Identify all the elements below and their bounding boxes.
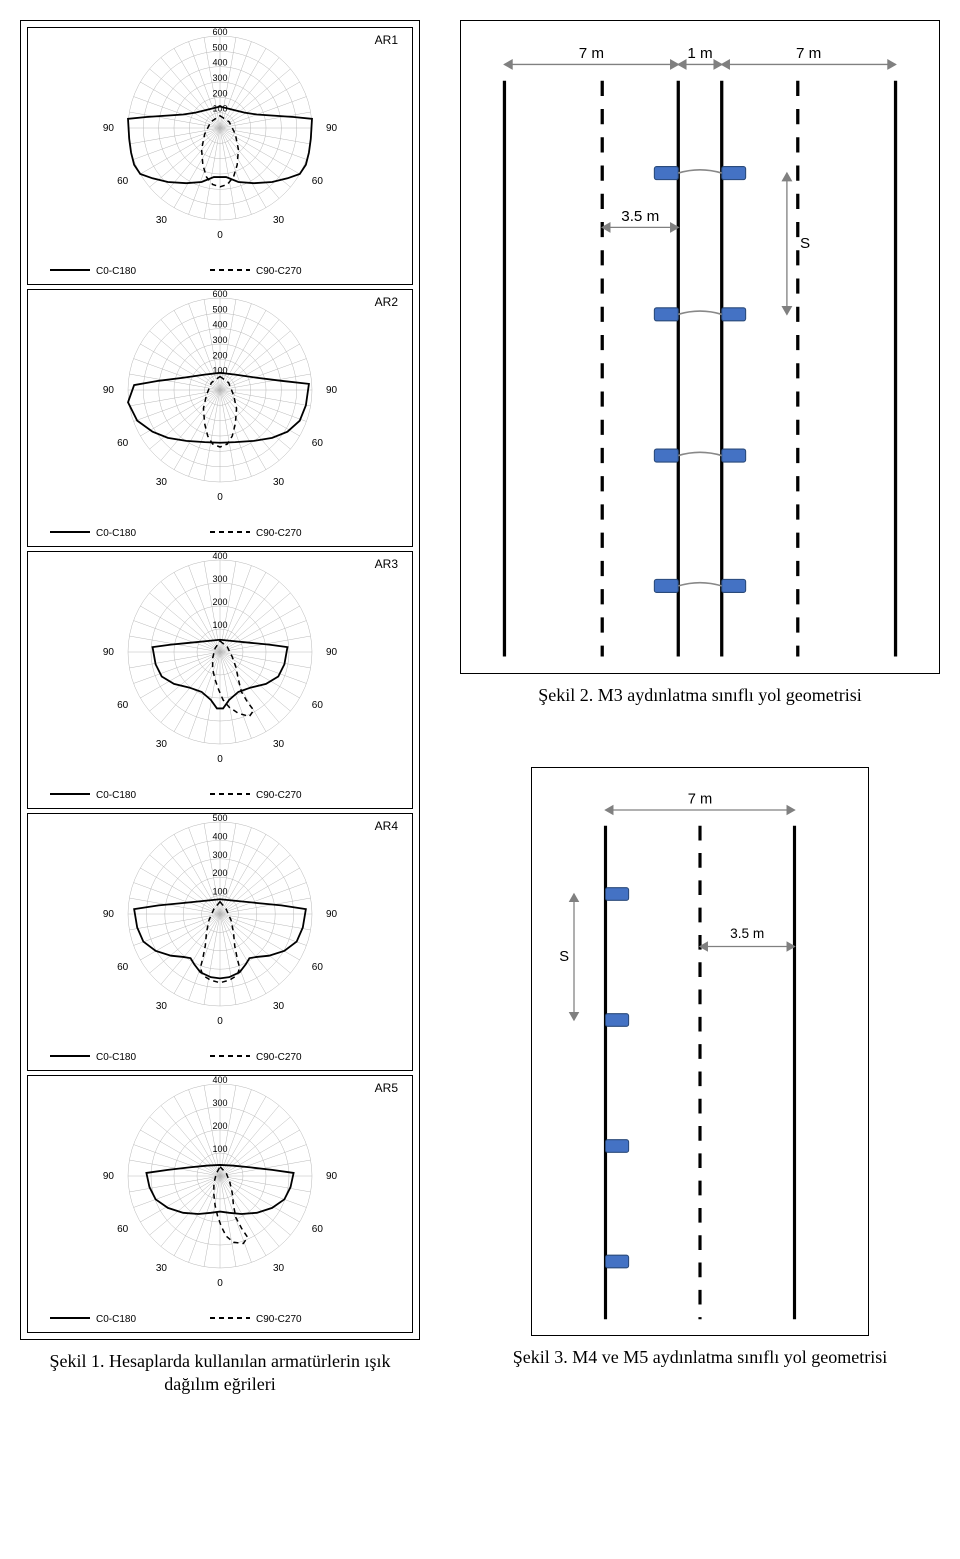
figure2-caption: Şekil 2. M3 aydınlatma sınıflı yol geome… bbox=[480, 684, 920, 707]
svg-text:400: 400 bbox=[212, 1076, 227, 1085]
svg-text:S: S bbox=[559, 949, 569, 965]
svg-text:60: 60 bbox=[312, 962, 324, 973]
figure3-caption: Şekil 3. M4 ve M5 aydınlatma sınıflı yol… bbox=[480, 1346, 920, 1369]
svg-text:90: 90 bbox=[103, 647, 115, 658]
polar-chart-AR2: 1002003004005006009090606030300AR2C0-C18… bbox=[28, 290, 412, 546]
svg-text:30: 30 bbox=[156, 739, 168, 750]
svg-text:AR2: AR2 bbox=[375, 295, 399, 309]
svg-text:0: 0 bbox=[217, 1016, 223, 1027]
svg-text:60: 60 bbox=[117, 438, 129, 449]
svg-text:300: 300 bbox=[212, 850, 227, 860]
svg-text:500: 500 bbox=[212, 814, 227, 823]
svg-text:60: 60 bbox=[117, 1224, 129, 1235]
svg-text:100: 100 bbox=[212, 887, 227, 897]
svg-text:90: 90 bbox=[103, 123, 115, 134]
svg-text:C0-C180: C0-C180 bbox=[96, 266, 136, 277]
svg-text:400: 400 bbox=[212, 58, 227, 68]
svg-text:60: 60 bbox=[312, 176, 324, 187]
svg-text:7 m: 7 m bbox=[688, 792, 712, 808]
polar-chart-AR3: 1002003004009090606030300AR3C0-C180C90-C… bbox=[28, 552, 412, 808]
svg-text:90: 90 bbox=[326, 647, 338, 658]
svg-text:C0-C180: C0-C180 bbox=[96, 528, 136, 539]
svg-text:60: 60 bbox=[312, 700, 324, 711]
svg-text:600: 600 bbox=[212, 28, 227, 37]
svg-text:3.5 m: 3.5 m bbox=[621, 208, 659, 225]
svg-text:300: 300 bbox=[212, 73, 227, 83]
svg-text:AR3: AR3 bbox=[375, 557, 399, 571]
svg-text:100: 100 bbox=[212, 1144, 227, 1154]
svg-text:AR1: AR1 bbox=[375, 33, 399, 47]
svg-text:500: 500 bbox=[212, 42, 227, 52]
svg-text:90: 90 bbox=[326, 123, 338, 134]
svg-text:600: 600 bbox=[212, 290, 227, 299]
svg-text:AR4: AR4 bbox=[375, 819, 399, 833]
figure1-caption: Şekil 1. Hesaplarda kullanılan armatürle… bbox=[20, 1350, 420, 1397]
svg-text:400: 400 bbox=[212, 320, 227, 330]
svg-text:90: 90 bbox=[103, 385, 115, 396]
svg-text:60: 60 bbox=[117, 700, 129, 711]
svg-text:200: 200 bbox=[212, 350, 227, 360]
svg-text:30: 30 bbox=[273, 215, 285, 226]
svg-text:0: 0 bbox=[217, 230, 223, 241]
svg-text:400: 400 bbox=[212, 831, 227, 841]
svg-text:C90-C270: C90-C270 bbox=[256, 266, 302, 277]
svg-text:300: 300 bbox=[212, 335, 227, 345]
figure3-diagram: 7 m 3.5 m S bbox=[531, 767, 869, 1336]
svg-text:90: 90 bbox=[103, 909, 115, 920]
svg-text:7 m: 7 m bbox=[796, 45, 821, 62]
svg-text:30: 30 bbox=[156, 1001, 168, 1012]
svg-text:C90-C270: C90-C270 bbox=[256, 1052, 302, 1063]
svg-text:300: 300 bbox=[212, 1098, 227, 1108]
svg-text:30: 30 bbox=[273, 739, 285, 750]
svg-text:200: 200 bbox=[212, 1121, 227, 1131]
svg-text:100: 100 bbox=[212, 620, 227, 630]
svg-text:90: 90 bbox=[326, 1171, 338, 1182]
svg-text:7 m: 7 m bbox=[579, 45, 604, 62]
svg-text:60: 60 bbox=[312, 438, 324, 449]
svg-text:1 m: 1 m bbox=[687, 45, 712, 62]
svg-text:30: 30 bbox=[273, 1001, 285, 1012]
svg-text:30: 30 bbox=[273, 477, 285, 488]
svg-text:C0-C180: C0-C180 bbox=[96, 1314, 136, 1325]
polar-chart-AR1: 1002003004005006009090606030300AR1C0-C18… bbox=[28, 28, 412, 284]
figure3-wrapper: 7 m 3.5 m S Şekil 3. M4 ve M5 aydınlatma s… bbox=[460, 767, 940, 1369]
polar-charts-container: 1002003004005006009090606030300AR1C0-C18… bbox=[20, 20, 420, 1340]
polar-chart-AR5: 1002003004009090606030300AR5C0-C180C90-C… bbox=[28, 1076, 412, 1332]
svg-text:90: 90 bbox=[326, 909, 338, 920]
svg-text:30: 30 bbox=[156, 215, 168, 226]
road-m3-svg: 7 m 1 m 7 m 3.5 m S bbox=[461, 21, 939, 673]
svg-text:200: 200 bbox=[212, 868, 227, 878]
svg-text:30: 30 bbox=[156, 1263, 168, 1274]
svg-text:60: 60 bbox=[117, 176, 129, 187]
svg-text:3.5 m: 3.5 m bbox=[730, 926, 764, 941]
svg-text:90: 90 bbox=[326, 385, 338, 396]
svg-text:30: 30 bbox=[156, 477, 168, 488]
svg-text:60: 60 bbox=[117, 962, 129, 973]
figure2-diagram: 7 m 1 m 7 m 3.5 m S bbox=[460, 20, 940, 674]
svg-text:90: 90 bbox=[103, 1171, 115, 1182]
svg-text:C90-C270: C90-C270 bbox=[256, 528, 302, 539]
svg-text:C0-C180: C0-C180 bbox=[96, 790, 136, 801]
svg-text:400: 400 bbox=[212, 552, 227, 561]
svg-text:60: 60 bbox=[312, 1224, 324, 1235]
road-m4m5-svg: 7 m 3.5 m S bbox=[532, 768, 868, 1335]
svg-text:30: 30 bbox=[273, 1263, 285, 1274]
svg-text:S: S bbox=[800, 235, 810, 252]
polar-chart-AR4: 1002003004005009090606030300AR4C0-C180C9… bbox=[28, 814, 412, 1070]
svg-text:500: 500 bbox=[212, 304, 227, 314]
svg-text:C90-C270: C90-C270 bbox=[256, 1314, 302, 1325]
svg-text:AR5: AR5 bbox=[375, 1081, 399, 1095]
svg-text:0: 0 bbox=[217, 492, 223, 503]
svg-text:0: 0 bbox=[217, 1278, 223, 1289]
svg-text:300: 300 bbox=[212, 574, 227, 584]
figure2-wrapper: 7 m 1 m 7 m 3.5 m S Şekil 2. M3 aydınlatma s… bbox=[460, 20, 940, 707]
svg-text:200: 200 bbox=[212, 597, 227, 607]
svg-text:C90-C270: C90-C270 bbox=[256, 790, 302, 801]
svg-text:C0-C180: C0-C180 bbox=[96, 1052, 136, 1063]
svg-text:0: 0 bbox=[217, 754, 223, 765]
svg-text:200: 200 bbox=[212, 88, 227, 98]
